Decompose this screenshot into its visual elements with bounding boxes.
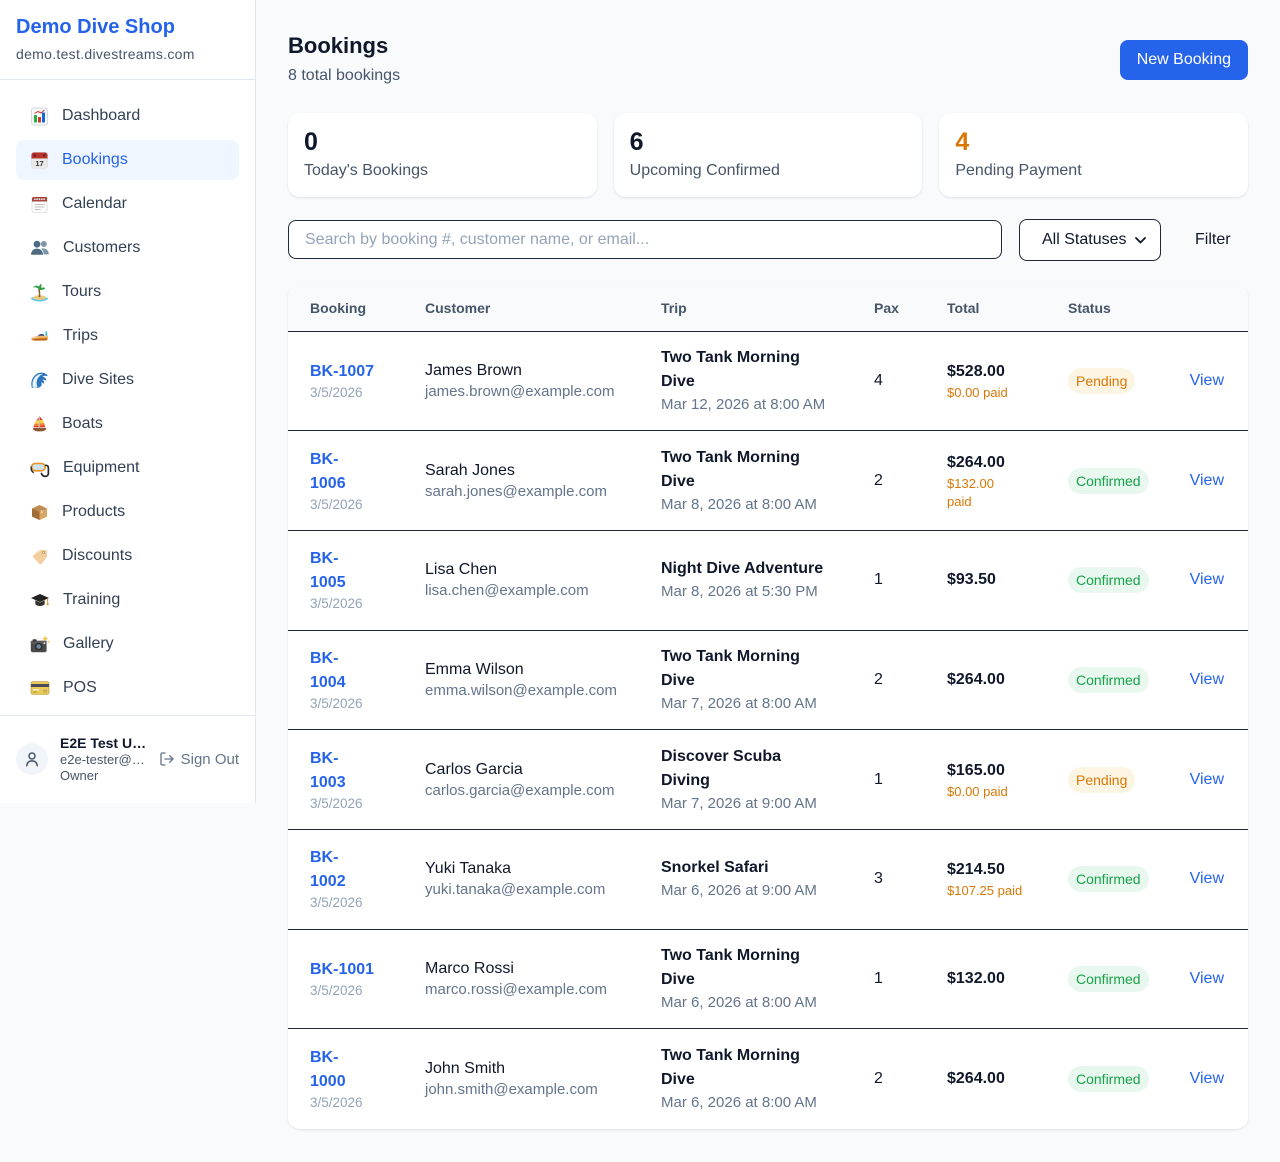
svg-text:17: 17	[35, 159, 43, 168]
